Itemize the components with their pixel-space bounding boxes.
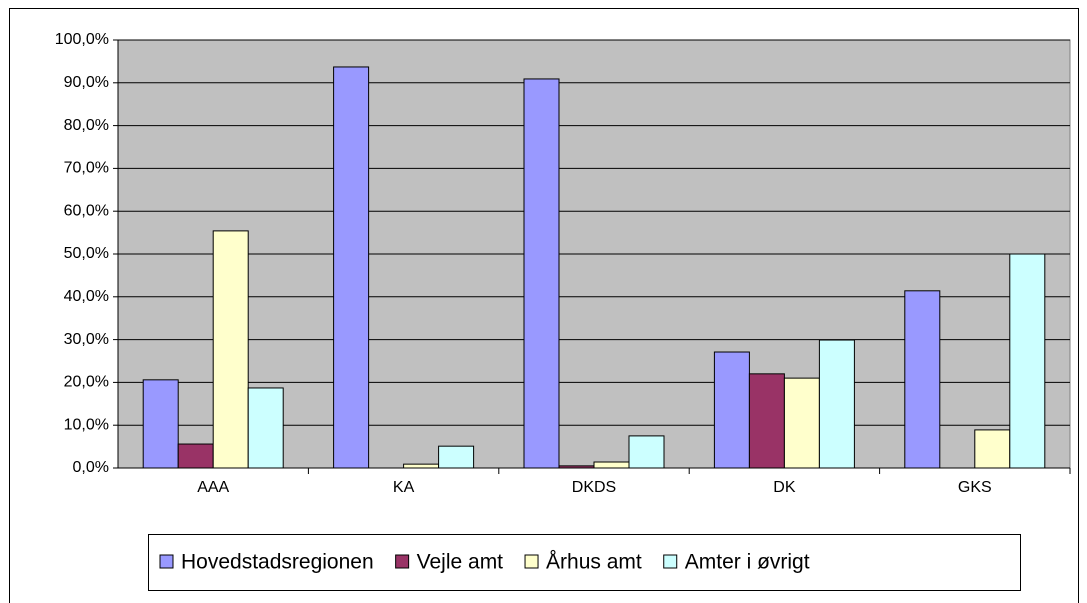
bar <box>974 429 1011 469</box>
bar <box>333 66 370 469</box>
legend-label: Hovedstadsregionen <box>181 551 374 574</box>
bar <box>523 78 560 469</box>
y-tick-label: 50,0% <box>64 245 109 262</box>
y-tick-label: 40,0% <box>64 288 109 305</box>
bar <box>247 387 284 469</box>
bar <box>212 230 249 469</box>
bar <box>713 351 750 469</box>
legend-label: Århus amt <box>546 551 642 574</box>
y-tick-label: 60,0% <box>64 202 109 219</box>
y-tick-label: 90,0% <box>64 74 109 91</box>
legend-marker <box>395 554 410 569</box>
x-tick-label: KA <box>393 479 415 496</box>
legend-label: Amter i øvrigt <box>685 551 810 574</box>
bar <box>783 377 820 469</box>
legend-marker <box>159 554 174 569</box>
x-tick-label: AAA <box>197 479 229 496</box>
y-tick-label: 100,0% <box>55 31 109 48</box>
legend-box <box>148 534 1021 591</box>
bar <box>403 463 440 469</box>
legend-label: Vejle amt <box>417 551 504 574</box>
legend-marker <box>663 554 678 569</box>
y-tick-label: 0,0% <box>73 459 109 476</box>
x-tick-label: DKDS <box>572 479 616 496</box>
bar <box>818 339 855 469</box>
y-tick-label: 10,0% <box>64 416 109 433</box>
y-tick-label: 80,0% <box>64 117 109 134</box>
y-tick-label: 20,0% <box>64 374 109 391</box>
bar <box>438 445 475 469</box>
y-tick-label: 70,0% <box>64 160 109 177</box>
bar <box>628 435 665 469</box>
bar <box>748 373 785 469</box>
bar <box>904 290 941 469</box>
bar <box>1009 253 1046 469</box>
legend-marker <box>524 554 539 569</box>
bar <box>177 443 214 469</box>
bar <box>593 461 630 469</box>
x-tick-label: DK <box>773 479 796 496</box>
y-tick-label: 30,0% <box>64 331 109 348</box>
bar <box>142 379 179 469</box>
x-tick-label: GKS <box>958 479 992 496</box>
